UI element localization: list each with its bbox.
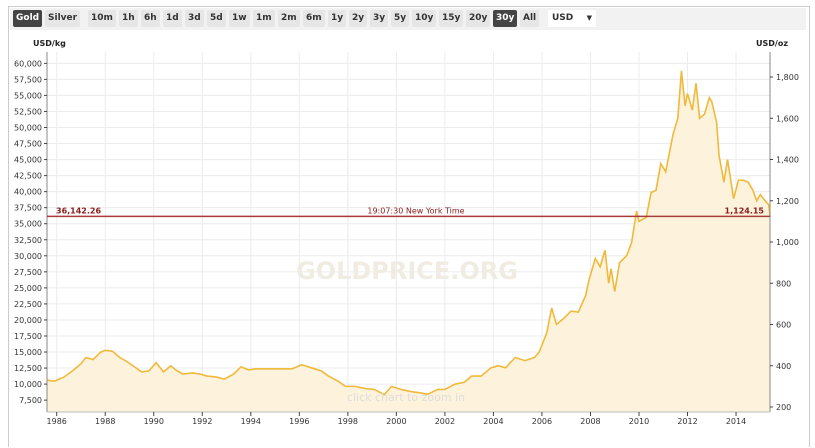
watermark: GOLDPRICE.ORG	[296, 257, 518, 285]
range-button-6m[interactable]: 6m	[303, 10, 325, 27]
left-tick-label: 20,000	[14, 316, 42, 325]
x-tick-label: 2004	[483, 417, 503, 426]
left-tick-label: 55,000	[14, 91, 42, 100]
left-tick-label: 35,000	[14, 220, 42, 229]
x-tick-label: 2010	[629, 417, 649, 426]
range-button-5d[interactable]: 5d	[207, 10, 226, 27]
price-area	[47, 70, 770, 412]
right-tick-label: 1,000	[776, 238, 799, 247]
range-button-1w[interactable]: 1w	[229, 10, 250, 27]
range-button-10y[interactable]: 10y	[412, 10, 437, 27]
x-tick-label: 2006	[532, 417, 552, 426]
x-tick-label: 1992	[192, 417, 212, 426]
left-tick-label: 45,000	[14, 156, 42, 165]
right-tick-label: 1,600	[776, 114, 799, 123]
x-tick-label: 1996	[289, 417, 309, 426]
x-tick-label: 2000	[386, 417, 406, 426]
left-tick-label: 22,500	[14, 300, 42, 309]
toolbar: Gold Silver 10m 1h 6h 1d 3d 5d 1w 1m 2m 6m 1y 2y 3y 5y 1…	[10, 8, 806, 30]
range-button-6h[interactable]: 6h	[141, 10, 160, 27]
current-time: 19:07:30 New York Time	[367, 206, 464, 215]
right-tick-label: 1,400	[776, 156, 799, 165]
left-axis-title: USD/kg	[33, 39, 66, 48]
left-tick-label: 32,500	[14, 236, 42, 245]
left-tick-label: 52,500	[14, 107, 42, 116]
range-button-20y[interactable]: 20y	[466, 10, 491, 27]
range-button-1y[interactable]: 1y	[328, 10, 347, 27]
left-tick-label: 30,000	[14, 252, 42, 261]
range-button-1h[interactable]: 1h	[119, 10, 138, 27]
range-button-3y[interactable]: 3y	[370, 10, 389, 27]
range-button-2y[interactable]: 2y	[349, 10, 368, 27]
currency-value: USD	[552, 13, 574, 23]
left-tick-label: 17,500	[14, 332, 42, 341]
x-tick-label: 1986	[47, 417, 67, 426]
currency-select[interactable]: USD ▼	[548, 10, 596, 27]
x-tick-label: 1990	[144, 417, 164, 426]
left-tick-label: 40,000	[14, 188, 42, 197]
right-axis-title: USD/oz	[756, 39, 788, 48]
right-tick-label: 200	[776, 403, 791, 412]
range-button-All[interactable]: All	[520, 10, 540, 27]
current-price-kg: 36,142.26	[56, 206, 101, 215]
range-button-3d[interactable]: 3d	[185, 10, 204, 27]
x-tick-label: 2002	[435, 417, 455, 426]
left-tick-label: 47,500	[14, 140, 42, 149]
left-tick-label: 15,000	[14, 348, 42, 357]
right-tick-label: 1,200	[776, 197, 799, 206]
left-tick-label: 7,500	[19, 396, 42, 405]
left-tick-label: 27,500	[14, 268, 42, 277]
right-tick-label: 600	[776, 321, 791, 330]
metal-button-gold[interactable]: Gold	[13, 10, 43, 27]
range-button-30y[interactable]: 30y	[493, 10, 518, 27]
range-button-2m[interactable]: 2m	[278, 10, 300, 27]
metal-button-silver[interactable]: Silver	[45, 10, 81, 27]
range-button-15y[interactable]: 15y	[439, 10, 464, 27]
chevron-down-icon: ▼	[586, 14, 592, 22]
range-button-1m[interactable]: 1m	[253, 10, 275, 27]
x-tick-label: 2008	[580, 417, 600, 426]
range-button-1d[interactable]: 1d	[163, 10, 182, 27]
left-tick-label: 12,500	[14, 364, 42, 373]
x-tick-label: 1988	[95, 417, 115, 426]
left-tick-label: 50,000	[14, 123, 42, 132]
x-tick-label: 2012	[677, 417, 697, 426]
right-tick-label: 800	[776, 279, 791, 288]
price-line	[46, 70, 771, 396]
left-tick-label: 10,000	[14, 380, 42, 389]
left-tick-label: 60,000	[14, 59, 42, 68]
current-price-oz: 1,124.15	[725, 206, 765, 215]
range-button-5y[interactable]: 5y	[391, 10, 410, 27]
right-tick-label: 1,800	[776, 73, 799, 82]
x-tick-label: 1994	[241, 417, 261, 426]
x-tick-label: 2014	[726, 417, 746, 426]
x-tick-label: 1998	[338, 417, 358, 426]
chart-frame	[8, 6, 810, 447]
left-tick-label: 57,500	[14, 75, 42, 84]
right-tick-label: 400	[776, 362, 791, 371]
left-tick-label: 42,500	[14, 172, 42, 181]
zoom-hint: click chart to zoom in	[347, 391, 465, 404]
range-button-10m[interactable]: 10m	[88, 10, 116, 27]
left-tick-label: 25,000	[14, 284, 42, 293]
left-tick-label: 37,500	[14, 204, 42, 213]
